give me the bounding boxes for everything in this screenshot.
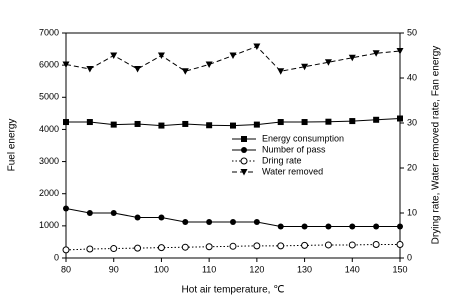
marker bbox=[301, 241, 309, 249]
marker bbox=[205, 243, 213, 251]
x-tick-label: 110 bbox=[202, 264, 216, 274]
x-axis-title: Hot air temperature, ℃ bbox=[182, 285, 285, 296]
marker bbox=[349, 118, 356, 125]
marker bbox=[229, 242, 237, 250]
y2-tick-label: 0 bbox=[407, 252, 412, 262]
marker bbox=[301, 119, 308, 126]
marker bbox=[277, 242, 285, 250]
y2-tick-label: 30 bbox=[407, 117, 417, 127]
marker bbox=[373, 116, 380, 123]
marker bbox=[110, 210, 117, 216]
marker bbox=[348, 54, 356, 62]
x-tick-label: 100 bbox=[154, 264, 169, 274]
y2-tick-label: 40 bbox=[407, 72, 417, 82]
marker bbox=[181, 243, 189, 251]
marker bbox=[372, 50, 380, 57]
legend-marker bbox=[241, 147, 247, 153]
y-tick-label: 1000 bbox=[39, 220, 59, 230]
marker bbox=[301, 223, 308, 230]
legend-marker bbox=[240, 169, 248, 176]
marker bbox=[134, 66, 142, 73]
marker bbox=[62, 61, 70, 68]
x-tick-label: 90 bbox=[109, 264, 119, 274]
y-tick-label: 6000 bbox=[39, 60, 59, 70]
y-tick-label: 3000 bbox=[39, 156, 59, 166]
marker bbox=[325, 118, 332, 125]
marker bbox=[158, 214, 165, 221]
marker bbox=[134, 244, 142, 252]
marker bbox=[206, 219, 213, 225]
y-tick-label: 5000 bbox=[39, 92, 59, 102]
legend-label: Number of pass bbox=[262, 144, 326, 154]
marker bbox=[134, 120, 141, 127]
marker bbox=[325, 223, 332, 230]
x-tick-label: 130 bbox=[297, 264, 312, 274]
marker bbox=[63, 119, 69, 126]
marker bbox=[157, 244, 165, 252]
marker bbox=[373, 223, 380, 230]
y-tick-label: 7000 bbox=[39, 27, 59, 37]
marker bbox=[397, 115, 403, 122]
marker bbox=[397, 223, 403, 230]
marker bbox=[134, 214, 141, 221]
marker bbox=[372, 241, 380, 248]
marker bbox=[396, 241, 404, 248]
x-tick-label: 120 bbox=[249, 264, 264, 274]
marker bbox=[230, 122, 236, 129]
marker bbox=[205, 61, 213, 68]
marker bbox=[86, 210, 93, 216]
y2-axis-title: Drying rate, Water removed rate, Fan ene… bbox=[431, 46, 442, 245]
legend-label: Dring rate bbox=[262, 155, 302, 165]
marker bbox=[253, 242, 261, 250]
marker bbox=[253, 43, 261, 50]
marker bbox=[324, 59, 332, 66]
marker bbox=[86, 66, 94, 73]
marker bbox=[230, 219, 236, 225]
marker bbox=[396, 48, 404, 55]
marker bbox=[86, 119, 93, 126]
marker bbox=[110, 52, 118, 59]
legend-label: Water removed bbox=[262, 166, 323, 176]
x-tick-label: 80 bbox=[61, 264, 71, 274]
marker bbox=[62, 246, 70, 254]
plot-frame bbox=[65, 32, 401, 259]
y-tick-label: 4000 bbox=[39, 124, 59, 134]
legend-label: Energy consumption bbox=[262, 133, 344, 143]
y2-tick-label: 50 bbox=[407, 27, 417, 37]
marker bbox=[253, 121, 260, 128]
marker bbox=[63, 205, 69, 212]
y2-tick-label: 20 bbox=[407, 162, 417, 172]
marker bbox=[277, 68, 285, 75]
marker bbox=[157, 52, 165, 59]
marker bbox=[110, 245, 118, 253]
marker bbox=[182, 120, 189, 127]
marker bbox=[110, 121, 117, 128]
y-tick-label: 0 bbox=[54, 252, 59, 262]
legend-marker bbox=[241, 136, 247, 142]
legend-marker bbox=[240, 157, 248, 165]
y2-tick-label: 10 bbox=[407, 207, 417, 217]
y-tick-label: 2000 bbox=[39, 188, 59, 198]
marker bbox=[158, 122, 165, 129]
y-axis-title: Fuel energy bbox=[7, 119, 18, 172]
marker bbox=[301, 63, 309, 71]
marker bbox=[181, 68, 189, 75]
marker bbox=[277, 119, 284, 126]
marker bbox=[277, 223, 284, 230]
x-tick-label: 140 bbox=[345, 264, 360, 274]
marker bbox=[229, 52, 237, 59]
marker bbox=[348, 241, 356, 249]
marker bbox=[182, 219, 189, 225]
x-tick-label: 150 bbox=[392, 264, 407, 274]
marker bbox=[86, 245, 94, 253]
marker bbox=[253, 219, 260, 225]
marker bbox=[324, 241, 332, 249]
marker bbox=[206, 122, 213, 129]
marker bbox=[349, 223, 356, 230]
